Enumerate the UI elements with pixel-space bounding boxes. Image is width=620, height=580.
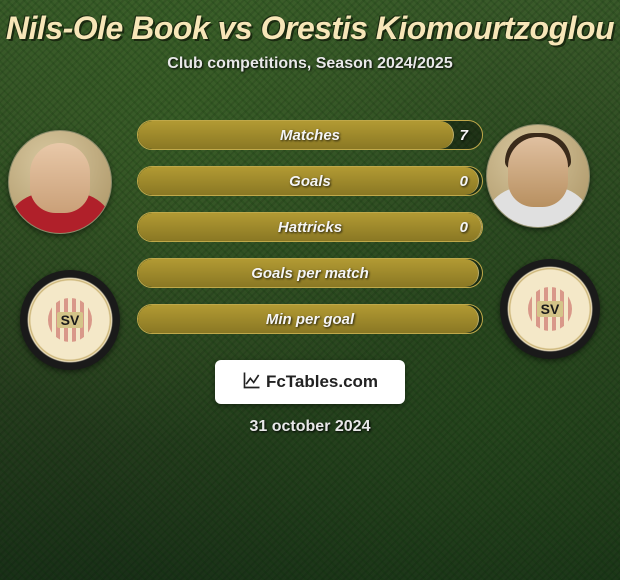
subtitle: Club competitions, Season 2024/2025 [0,55,620,73]
stat-label: Goals per match [138,259,482,287]
badge-inner: SV [42,292,98,348]
comparison-row: SV SV Matches 7 [0,120,620,350]
avatar-head [508,137,568,207]
stat-value-right: 0 [460,167,468,195]
chart-icon [242,370,262,395]
stat-label: Hattricks [138,213,482,241]
badge-inner: SV [522,281,578,337]
stat-value-right: 7 [460,121,468,149]
player-right-avatar [486,124,590,228]
player-right-club-badge: SV [500,259,600,359]
avatar-head [30,143,90,213]
stat-bar-goals: Goals 0 [137,166,483,196]
player-left-avatar [8,130,112,234]
stat-bar-min-per-goal: Min per goal [137,304,483,334]
player-left-club-badge: SV [20,270,120,370]
stat-bar-hattricks: Hattricks 0 [137,212,483,242]
stats-container: Matches 7 Goals 0 Hattricks 0 Goals per … [137,120,483,350]
content-root: Nils-Ole Book vs Orestis Kiomourtzoglou … [0,0,620,580]
page-title: Nils-Ole Book vs Orestis Kiomourtzoglou [0,0,620,47]
badge-ring: SV [24,274,116,366]
date-label: 31 october 2024 [0,418,620,436]
stat-value-right: 0 [460,213,468,241]
badge-ring: SV [504,263,596,355]
stat-label: Goals [138,167,482,195]
stat-label: Matches [138,121,482,149]
stat-bar-goals-per-match: Goals per match [137,258,483,288]
badge-abbrev: SV [57,312,84,328]
brand-link[interactable]: FcTables.com [215,360,405,404]
stat-label: Min per goal [138,305,482,333]
brand-name: FcTables.com [266,372,378,392]
stat-bar-matches: Matches 7 [137,120,483,150]
badge-abbrev: SV [537,301,564,317]
